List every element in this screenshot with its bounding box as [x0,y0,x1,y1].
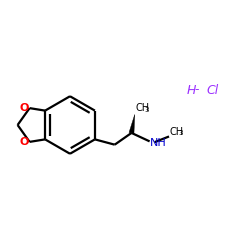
Polygon shape [129,114,135,133]
Text: NH: NH [150,138,167,147]
Text: O: O [20,102,29,113]
Text: 3: 3 [178,130,183,136]
Text: H: H [187,84,196,96]
Text: O: O [20,138,29,147]
Text: CH: CH [170,127,184,137]
Text: -: - [195,84,199,96]
Text: Cl: Cl [206,84,218,96]
Text: CH: CH [136,103,150,113]
Text: 3: 3 [145,107,149,113]
